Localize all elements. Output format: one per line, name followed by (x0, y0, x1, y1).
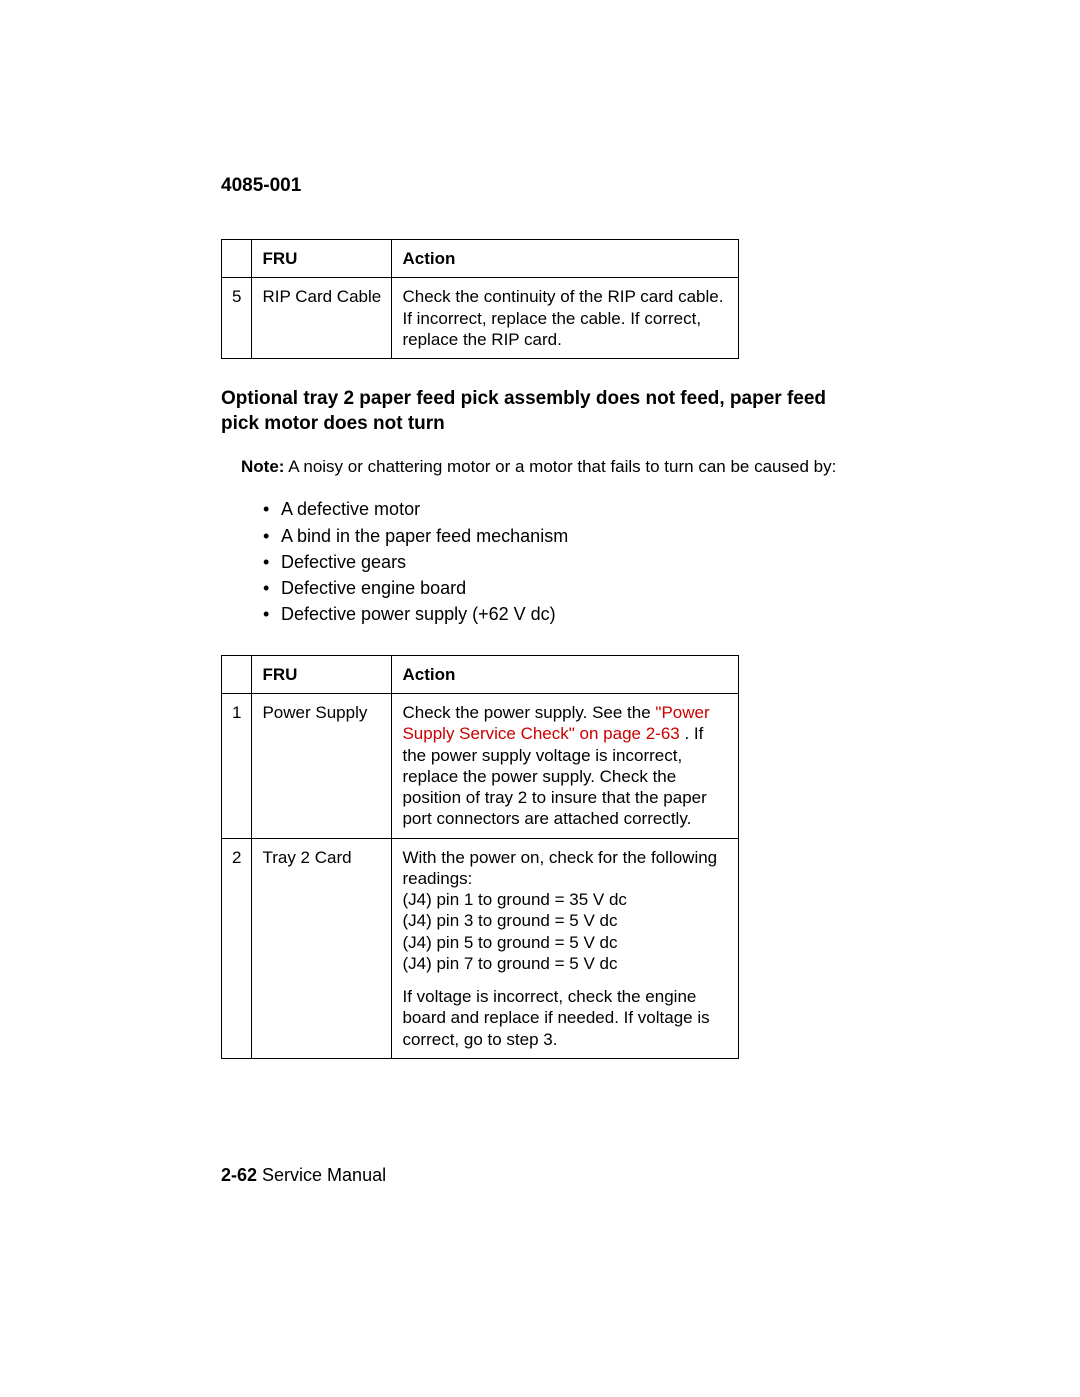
list-item: Defective power supply (+62 V dc) (263, 601, 861, 627)
cell-action: Check the power supply. See the "Power S… (392, 694, 739, 839)
note-paragraph: Note: A noisy or chattering motor or a m… (241, 456, 861, 478)
cell-fru: Power Supply (252, 694, 392, 839)
list-item: A defective motor (263, 496, 861, 522)
page-number: 2-62 (221, 1165, 257, 1185)
list-item: Defective engine board (263, 575, 861, 601)
list-item: A bind in the paper feed mechanism (263, 523, 861, 549)
document-number: 4085-001 (221, 175, 861, 197)
cell-action: With the power on, check for the followi… (392, 838, 739, 1058)
cell-num: 2 (222, 838, 252, 1058)
table-header-row: FRU Action (222, 655, 739, 693)
table-row: 1 Power Supply Check the power supply. S… (222, 694, 739, 839)
action-text-prefix: Check the power supply. See the (402, 703, 655, 722)
cell-num: 5 (222, 278, 252, 359)
causes-list: A defective motor A bind in the paper fe… (263, 496, 861, 626)
header-num (222, 655, 252, 693)
table-row: 5 RIP Card Cable Check the continuity of… (222, 278, 739, 359)
action-para-2: If voltage is incorrect, check the engin… (402, 986, 728, 1050)
note-label: Note: (241, 457, 284, 476)
header-fru: FRU (252, 655, 392, 693)
fru-table-1: FRU Action 5 RIP Card Cable Check the co… (221, 239, 739, 359)
list-item: Defective gears (263, 549, 861, 575)
table-header-row: FRU Action (222, 240, 739, 278)
header-action: Action (392, 655, 739, 693)
header-action: Action (392, 240, 739, 278)
page-content: 4085-001 FRU Action 5 RIP Card Cable Che… (221, 175, 861, 1087)
action-para-1: With the power on, check for the followi… (402, 847, 728, 975)
table-row: 2 Tray 2 Card With the power on, check f… (222, 838, 739, 1058)
cell-action: Check the continuity of the RIP card cab… (392, 278, 739, 359)
cell-fru: RIP Card Cable (252, 278, 392, 359)
section-heading: Optional tray 2 paper feed pick assembly… (221, 387, 861, 436)
header-fru: FRU (252, 240, 392, 278)
fru-table-2: FRU Action 1 Power Supply Check the powe… (221, 655, 739, 1059)
cell-num: 1 (222, 694, 252, 839)
header-num (222, 240, 252, 278)
note-body: A noisy or chattering motor or a motor t… (284, 457, 836, 476)
page-footer: 2-62 Service Manual (221, 1165, 386, 1186)
footer-label: Service Manual (257, 1165, 386, 1185)
cell-fru: Tray 2 Card (252, 838, 392, 1058)
